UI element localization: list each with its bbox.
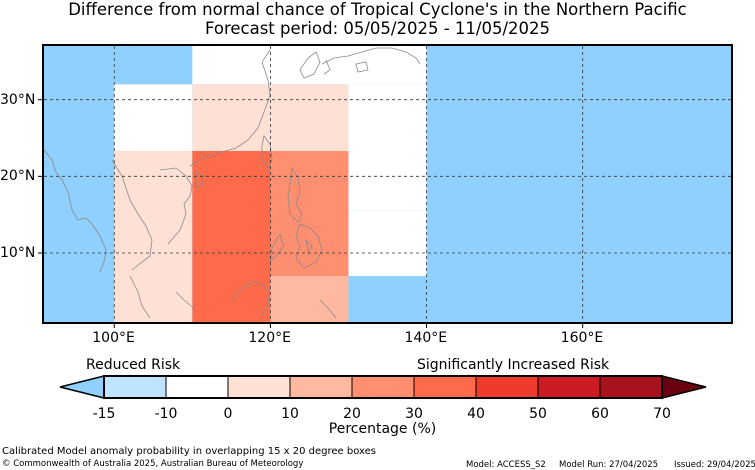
y-tick-label: 10°N <box>0 245 36 261</box>
colorbar <box>59 375 707 399</box>
anomaly-cell <box>114 84 193 152</box>
colorbar-tick-label: 20 <box>343 406 361 422</box>
issued-date: Issued: 29/04/2025 <box>674 460 755 470</box>
colorbar-bin <box>475 375 539 399</box>
colorbar-bin <box>103 375 167 399</box>
colorbar-bin <box>165 375 229 399</box>
colorbar-tick-label: 0 <box>223 406 233 422</box>
anomaly-cell <box>192 151 271 322</box>
colorbar-tick-label: 60 <box>591 406 609 422</box>
forecast-period: Forecast period: 05/05/2025 - 11/05/2025 <box>204 19 551 38</box>
anomaly-cell <box>192 84 271 152</box>
model-name: Model: ACCESS_S2 <box>466 460 546 470</box>
map-title: Difference from normal chance of Tropica… <box>68 0 687 19</box>
anomaly-cell <box>348 276 427 322</box>
increased-risk-label: Significantly Increased Risk <box>417 357 610 373</box>
anomaly-cell <box>348 46 427 85</box>
x-tick-label: 120°E <box>248 330 291 346</box>
colorbar-tick-label: 50 <box>529 406 547 422</box>
anomaly-cell <box>270 84 349 152</box>
model-run-date: Model Run: 27/04/2025 <box>559 460 659 470</box>
anomaly-cell <box>44 46 115 322</box>
colorbar-tick-label: 30 <box>405 406 423 422</box>
colorbar-bin <box>227 375 291 399</box>
anomaly-cell <box>114 151 193 322</box>
x-tick-label: 160°E <box>560 330 604 346</box>
copyright-notice: © Commonwealth of Australia 2025, Austra… <box>2 459 304 469</box>
colorbar-tick-label: -15 <box>92 406 116 422</box>
colorbar-bin <box>537 375 601 399</box>
colorbar-tick-label: 40 <box>467 406 485 422</box>
anomaly-grid <box>44 46 731 322</box>
colorbar-bin <box>599 375 663 399</box>
anomaly-cell <box>114 46 193 85</box>
anomaly-cell <box>348 210 427 276</box>
footnote: Calibrated Model anomaly probability in … <box>2 446 377 457</box>
x-tick-label: 140°E <box>404 330 448 346</box>
colorbar-outline <box>103 375 663 399</box>
map-frame <box>42 44 733 324</box>
y-tick-label: 30°N <box>0 91 36 108</box>
reduced-risk-label: Reduced Risk <box>86 357 181 373</box>
anomaly-cell <box>270 46 349 85</box>
lat-lon-gridlines <box>44 46 731 322</box>
anomaly-cell <box>348 84 427 211</box>
colorbar-tick-label: 70 <box>653 406 671 422</box>
y-tick-label: 20°N <box>0 168 36 185</box>
anomaly-cell <box>270 151 349 276</box>
colorbar-under-arrow <box>59 375 105 399</box>
colorbar-tick-label: 10 <box>281 406 299 422</box>
anomaly-cell <box>192 46 271 85</box>
colorbar-bin <box>351 375 415 399</box>
colorbar-tick-label: -10 <box>154 406 178 422</box>
colorbar-bin <box>289 375 353 399</box>
colorbar-over-arrow <box>661 375 707 399</box>
anomaly-cell <box>270 276 349 322</box>
x-tick-label: 100°E <box>92 330 135 346</box>
colorbar-bin <box>413 375 477 399</box>
colorbar-title: Percentage (%) <box>328 421 437 437</box>
axis-ticks <box>38 99 584 328</box>
